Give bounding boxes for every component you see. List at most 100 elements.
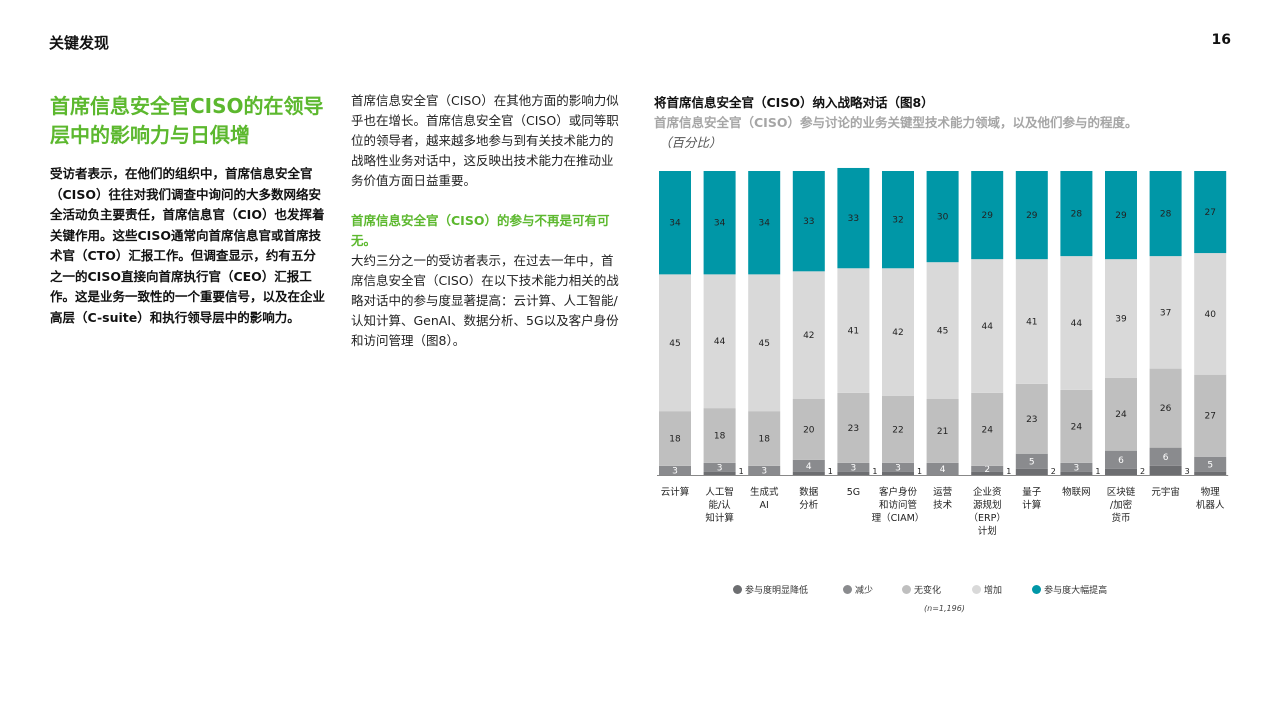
bar-segment (1060, 171, 1093, 257)
data-label: 1 (917, 467, 922, 476)
legend-label: 参与度明显降低 (745, 586, 809, 596)
bar-segment (1194, 471, 1227, 475)
chart-subtitle: 首席信息安全官（CISO）参与讨论的业务关键型技术能力领域，以及他们参与的程度。 (654, 115, 1138, 130)
bar-segment (792, 399, 825, 460)
data-label: 34 (758, 219, 770, 229)
bar-segment (703, 274, 736, 409)
data-label: 2 (1051, 467, 1056, 476)
data-label: 20 (803, 425, 815, 435)
data-label: 3 (717, 463, 723, 473)
bar-segment (1060, 462, 1093, 472)
data-label: 45 (758, 339, 769, 349)
bar-segment (971, 465, 1004, 472)
bar-segment (659, 465, 691, 475)
data-label: 3 (1074, 463, 1080, 473)
legend-label: 无变化 (914, 586, 942, 596)
bar-segment (1105, 450, 1137, 469)
bar-segment (703, 471, 736, 475)
data-label: 27 (1204, 208, 1215, 218)
x-tick-label: 生成式 AI (750, 486, 779, 511)
data-label: 42 (803, 331, 814, 341)
legend-item: 无变化 (902, 583, 941, 596)
data-label: 34 (714, 219, 726, 229)
bar-segment (1194, 171, 1227, 254)
bar-segment (1149, 465, 1182, 475)
bar-segment (926, 171, 959, 263)
bar-segment (971, 392, 1004, 466)
legend-label: 减少 (855, 586, 874, 596)
data-label: 2 (984, 465, 990, 475)
data-label: 41 (1026, 317, 1037, 327)
data-label: 6 (1163, 453, 1169, 463)
data-label: 1 (1229, 467, 1230, 476)
legend-label: 增加 (984, 586, 1003, 596)
bar-segment (1105, 171, 1137, 260)
legend-label: 参与度大幅提高 (1044, 586, 1108, 596)
data-label: 24 (1071, 422, 1083, 432)
data-label: 24 (1115, 410, 1127, 420)
data-label: 45 (669, 339, 680, 349)
x-tick-label: 物理机器人 (1196, 486, 1225, 511)
bar-segment (1015, 171, 1048, 260)
data-label: 23 (1026, 415, 1037, 425)
x-tick-label: 5G (847, 487, 860, 498)
legend-swatch (733, 585, 742, 594)
bar-segment (748, 465, 781, 475)
bar-segment (1105, 377, 1137, 451)
x-tick-label: 数据分析 (799, 486, 819, 511)
data-label: 27 (1204, 412, 1215, 422)
data-label: 29 (1026, 211, 1038, 221)
legend-item: 参与度明显降低 (733, 583, 808, 596)
bar-segment (1015, 259, 1048, 384)
data-label: 5 (1207, 460, 1213, 470)
data-label: 18 (714, 431, 726, 441)
data-label: 28 (1160, 210, 1172, 220)
green-subheading: 首席信息安全官（CISO）的参与不再是可有可无。 (351, 213, 610, 248)
x-tick-label: 区块链/加密货币 (1107, 486, 1136, 524)
data-label: 1 (872, 467, 877, 476)
bar-segment (1060, 389, 1093, 463)
bar-segment (882, 395, 914, 463)
data-label: 28 (1071, 210, 1083, 220)
lead-paragraph: 受访者表示，在他们的组织中，首席信息安全官（CISO）往往对我们调查中询问的大多… (50, 166, 326, 325)
bar-segment (1194, 374, 1227, 457)
x-tick-label: 客户身份和访问管理（CIAM） (872, 486, 925, 524)
bar-segment (703, 171, 736, 275)
legend-item: 参与度大幅提高 (1032, 583, 1107, 596)
chart-legend: 参与度明显降低 减少 无变化 增加 参与度大幅提高 (733, 583, 1107, 596)
data-label: 39 (1115, 314, 1127, 324)
data-label: 3 (895, 463, 901, 473)
bar-segment (926, 262, 959, 399)
data-label: 29 (1115, 211, 1127, 221)
data-label: 30 (937, 213, 949, 223)
bar-segment (659, 171, 691, 275)
bar-segment (882, 171, 914, 269)
data-label: 1 (1006, 467, 1011, 476)
chart-title: 将首席信息安全官（CISO）纳入战略对话（图8） (654, 95, 934, 110)
bar-segment (792, 471, 825, 475)
page-number: 16 (1211, 32, 1231, 48)
x-tick-label: 量子计算 (1022, 487, 1042, 511)
data-label: 3 (672, 466, 678, 476)
bar-segment (837, 392, 870, 463)
data-label: 1 (739, 467, 744, 476)
data-label: 44 (714, 337, 726, 347)
bar-segment (1149, 368, 1182, 448)
body-paragraph-2: 大约三分之一的受访者表示，在过去一年中，首席信息安全官（CISO）在以下技术能力… (351, 253, 619, 348)
middle-column: 首席信息安全官（CISO）在其他方面的影响力似乎也在增长。首席信息安全官（CIS… (351, 91, 623, 351)
sample-size-note: (n=1,196) (924, 604, 965, 613)
data-label: 33 (803, 217, 814, 227)
x-tick-label: 元宇宙 (1151, 486, 1180, 498)
data-label: 2 (1140, 467, 1145, 476)
legend-swatch (1032, 585, 1042, 594)
data-label: 18 (758, 435, 770, 445)
data-label: 45 (937, 327, 948, 337)
bar-segment (1105, 468, 1137, 475)
data-label: 23 (848, 424, 859, 434)
x-tick-label: 企业资源规划（ERP）计划 (969, 486, 1006, 537)
data-label: 41 (848, 327, 859, 337)
bar-segment (837, 167, 870, 269)
data-label: 22 (892, 425, 903, 435)
bar-segment (1105, 259, 1137, 378)
